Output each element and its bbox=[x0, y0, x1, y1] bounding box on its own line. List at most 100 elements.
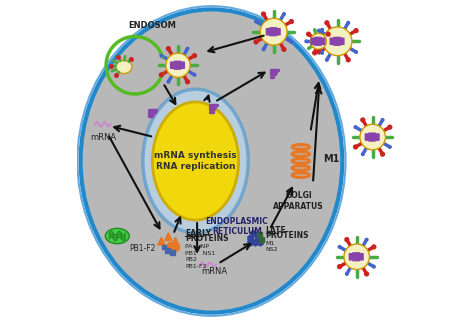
Circle shape bbox=[323, 27, 352, 56]
Circle shape bbox=[317, 50, 321, 54]
Circle shape bbox=[321, 28, 323, 31]
FancyBboxPatch shape bbox=[162, 245, 166, 250]
Ellipse shape bbox=[292, 166, 310, 171]
Circle shape bbox=[361, 118, 365, 122]
Polygon shape bbox=[248, 240, 254, 246]
Ellipse shape bbox=[292, 144, 310, 149]
FancyBboxPatch shape bbox=[273, 28, 277, 36]
Polygon shape bbox=[255, 235, 261, 242]
Text: mRNA: mRNA bbox=[91, 133, 117, 142]
Ellipse shape bbox=[115, 60, 132, 73]
Polygon shape bbox=[251, 231, 256, 237]
Circle shape bbox=[389, 146, 391, 148]
FancyBboxPatch shape bbox=[174, 61, 177, 69]
Circle shape bbox=[318, 29, 320, 32]
Circle shape bbox=[305, 40, 308, 43]
Circle shape bbox=[307, 32, 310, 36]
Polygon shape bbox=[257, 240, 263, 246]
Circle shape bbox=[337, 265, 341, 269]
Text: mRNA: mRNA bbox=[201, 267, 228, 276]
Ellipse shape bbox=[153, 102, 238, 220]
Circle shape bbox=[381, 118, 384, 121]
Circle shape bbox=[346, 58, 350, 62]
Circle shape bbox=[313, 51, 317, 55]
Text: PB1-F2: PB1-F2 bbox=[130, 244, 156, 253]
Circle shape bbox=[160, 54, 163, 57]
FancyBboxPatch shape bbox=[318, 37, 321, 45]
Text: ENDOPLASMIC
RETICULUM: ENDOPLASMIC RETICULUM bbox=[206, 217, 268, 236]
Text: GOLGI
APPARATUS: GOLGI APPARATUS bbox=[273, 191, 324, 211]
FancyBboxPatch shape bbox=[330, 38, 333, 44]
Text: ENDOSOM: ENDOSOM bbox=[128, 21, 176, 30]
Circle shape bbox=[282, 47, 286, 51]
Ellipse shape bbox=[81, 9, 342, 313]
Circle shape bbox=[326, 32, 330, 36]
Circle shape bbox=[347, 22, 349, 24]
Circle shape bbox=[254, 40, 258, 44]
Polygon shape bbox=[172, 237, 179, 245]
FancyBboxPatch shape bbox=[356, 253, 360, 261]
FancyBboxPatch shape bbox=[270, 28, 273, 36]
FancyBboxPatch shape bbox=[353, 253, 356, 261]
Circle shape bbox=[262, 48, 265, 51]
Text: M1: M1 bbox=[323, 155, 339, 165]
FancyBboxPatch shape bbox=[277, 29, 280, 35]
Circle shape bbox=[365, 272, 368, 276]
Circle shape bbox=[255, 20, 257, 23]
Polygon shape bbox=[165, 233, 172, 241]
Ellipse shape bbox=[105, 228, 129, 244]
Circle shape bbox=[260, 18, 287, 45]
Text: PA    NP
PB1   NS1
PB2
PB1-F2: PA NP PB1 NS1 PB2 PB1-F2 bbox=[185, 244, 216, 269]
Circle shape bbox=[344, 244, 369, 270]
Ellipse shape bbox=[292, 173, 310, 178]
Text: mRNA synthesis
RNA replication: mRNA synthesis RNA replication bbox=[154, 151, 237, 171]
Polygon shape bbox=[158, 237, 165, 245]
FancyBboxPatch shape bbox=[376, 134, 379, 140]
FancyBboxPatch shape bbox=[315, 37, 318, 45]
Circle shape bbox=[159, 73, 163, 77]
Circle shape bbox=[362, 153, 364, 156]
FancyBboxPatch shape bbox=[170, 250, 175, 255]
Circle shape bbox=[167, 242, 174, 249]
Polygon shape bbox=[248, 235, 254, 242]
FancyBboxPatch shape bbox=[334, 37, 337, 45]
Ellipse shape bbox=[292, 151, 310, 156]
FancyBboxPatch shape bbox=[181, 62, 184, 68]
FancyBboxPatch shape bbox=[349, 254, 353, 260]
Circle shape bbox=[345, 238, 349, 242]
Text: M1
NS2: M1 NS2 bbox=[266, 241, 278, 252]
FancyBboxPatch shape bbox=[257, 232, 262, 237]
FancyBboxPatch shape bbox=[321, 38, 325, 44]
Circle shape bbox=[167, 80, 170, 83]
Circle shape bbox=[290, 20, 293, 24]
Circle shape bbox=[354, 29, 358, 33]
FancyBboxPatch shape bbox=[171, 62, 174, 68]
FancyBboxPatch shape bbox=[369, 133, 372, 141]
Circle shape bbox=[325, 21, 329, 25]
Circle shape bbox=[354, 126, 357, 128]
Circle shape bbox=[262, 12, 265, 16]
FancyBboxPatch shape bbox=[311, 38, 314, 44]
Text: PROTEINS: PROTEINS bbox=[266, 231, 309, 240]
Circle shape bbox=[365, 238, 368, 241]
Circle shape bbox=[326, 59, 328, 61]
Circle shape bbox=[186, 47, 189, 50]
Ellipse shape bbox=[292, 158, 310, 164]
Circle shape bbox=[381, 152, 384, 156]
Circle shape bbox=[372, 245, 376, 249]
FancyBboxPatch shape bbox=[373, 133, 375, 141]
Circle shape bbox=[186, 80, 190, 84]
Circle shape bbox=[169, 248, 175, 254]
Circle shape bbox=[290, 41, 292, 43]
Circle shape bbox=[283, 13, 285, 15]
Circle shape bbox=[355, 51, 357, 53]
FancyBboxPatch shape bbox=[341, 38, 344, 44]
Circle shape bbox=[193, 73, 196, 76]
Circle shape bbox=[173, 245, 180, 251]
Circle shape bbox=[166, 47, 170, 51]
Circle shape bbox=[192, 54, 196, 58]
FancyBboxPatch shape bbox=[360, 254, 363, 260]
FancyBboxPatch shape bbox=[178, 61, 181, 69]
FancyBboxPatch shape bbox=[365, 134, 368, 140]
FancyBboxPatch shape bbox=[266, 29, 270, 35]
